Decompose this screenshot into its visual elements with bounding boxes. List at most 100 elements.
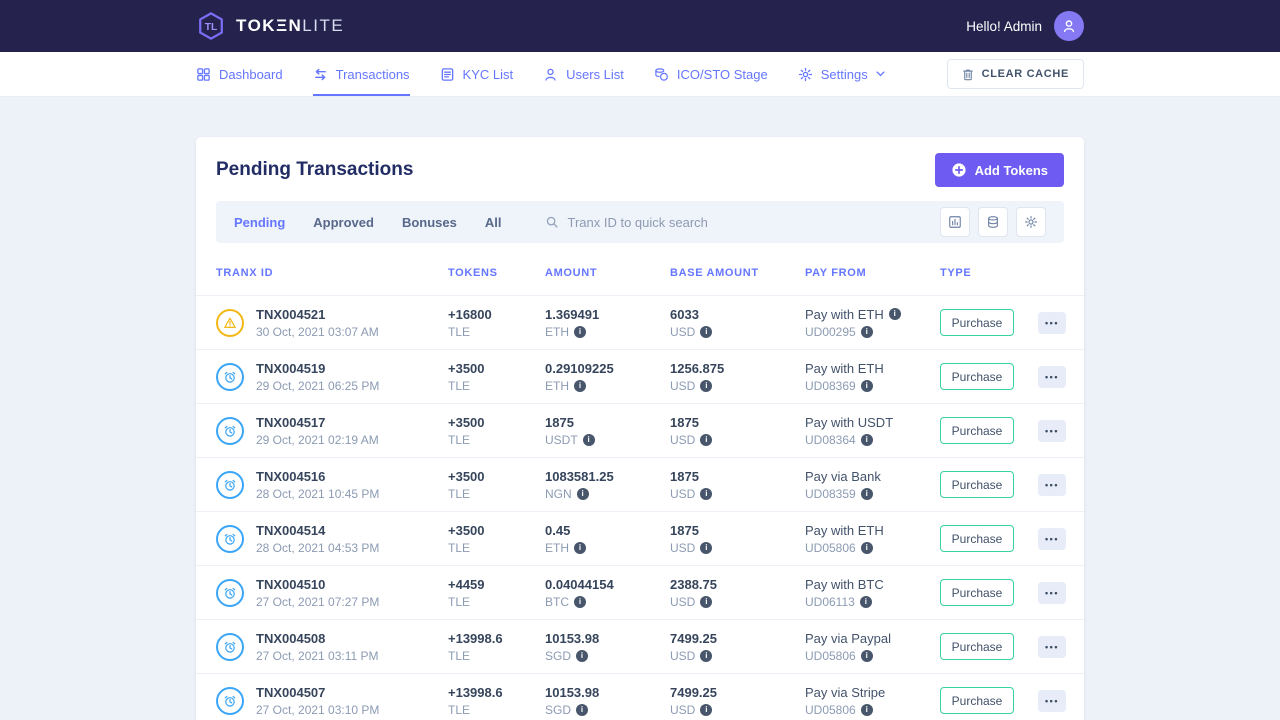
user-avatar[interactable]	[1054, 11, 1084, 41]
tranx-date: 28 Oct, 2021 04:53 PM	[256, 540, 380, 555]
nav-label: ICO/STO Stage	[676, 66, 768, 82]
tranx-id: TNX004514	[256, 522, 326, 538]
search-input[interactable]	[567, 214, 808, 230]
pay-from-info-icon[interactable]: i	[888, 308, 901, 320]
info-icon[interactable]: i	[574, 595, 586, 608]
nav-label: Dashboard	[219, 66, 283, 82]
info-icon[interactable]: i	[860, 487, 873, 500]
info-icon[interactable]: i	[860, 703, 873, 716]
info-icon[interactable]: i	[576, 649, 589, 662]
nav-label: Settings	[820, 66, 868, 82]
nav-item-ico-sto-stage[interactable]: ICO/STO Stage	[654, 52, 768, 96]
alarm-clock-icon	[224, 479, 236, 491]
row-actions-button[interactable]: •••	[1038, 473, 1066, 496]
nav-label: Users List	[566, 66, 624, 82]
info-icon[interactable]: i	[700, 325, 713, 338]
table-row: TNX004514 28 Oct, 2021 04:53 PM +3500 TL…	[196, 511, 1084, 565]
token-symbol: TLE	[448, 702, 471, 717]
nav-item-transactions[interactable]: Transactions	[312, 52, 410, 96]
row-actions-button[interactable]: •••	[1038, 419, 1066, 442]
info-icon[interactable]: i	[860, 379, 873, 392]
payer-user-id: UD08364	[805, 432, 856, 447]
purchase-button[interactable]: Purchase	[940, 687, 1014, 714]
tokens-value: +13998.6	[448, 630, 503, 646]
add-tokens-button[interactable]: Add Tokens	[934, 153, 1064, 187]
row-actions-button[interactable]: •••	[1038, 527, 1066, 550]
alarm-clock-icon	[224, 425, 236, 437]
info-icon[interactable]: i	[700, 379, 713, 392]
tab-bonuses[interactable]: Bonuses	[401, 214, 457, 230]
token-symbol: TLE	[448, 648, 471, 663]
pay-from-method: Pay with USDT	[805, 414, 894, 430]
nav-item-kyc-list[interactable]: KYC List	[440, 52, 513, 96]
tokens-value: +16800	[448, 306, 492, 322]
info-icon[interactable]: i	[700, 487, 713, 500]
tab-pending[interactable]: Pending	[234, 214, 286, 230]
info-icon[interactable]: i	[700, 433, 713, 446]
purchase-button[interactable]: Purchase	[940, 525, 1014, 552]
table-row: TNX004519 29 Oct, 2021 06:25 PM +3500 TL…	[196, 349, 1084, 403]
base-amount-value: 7499.25	[670, 684, 717, 700]
row-actions-button[interactable]: •••	[1038, 635, 1066, 658]
info-icon[interactable]: i	[860, 433, 873, 446]
chevron-down-icon	[876, 71, 885, 77]
status-icon	[216, 308, 244, 337]
info-icon[interactable]: i	[574, 541, 586, 554]
base-amount-value: 2388.75	[670, 576, 717, 592]
tab-approved[interactable]: Approved	[313, 214, 374, 230]
database-button[interactable]	[978, 207, 1008, 237]
purchase-button[interactable]: Purchase	[940, 633, 1014, 660]
info-icon[interactable]: i	[700, 703, 713, 716]
tokens-value: +13998.6	[448, 684, 503, 700]
status-icon	[216, 470, 244, 499]
row-actions-button[interactable]: •••	[1038, 581, 1066, 604]
tab-all[interactable]: All	[484, 214, 502, 230]
info-icon[interactable]: i	[860, 325, 873, 338]
base-currency: USD	[670, 540, 696, 555]
tranx-id: TNX004508	[256, 630, 326, 646]
nav-item-dashboard[interactable]: Dashboard	[196, 52, 283, 96]
info-icon[interactable]: i	[859, 595, 872, 608]
tranx-id: TNX004521	[256, 306, 326, 322]
nav-item-settings[interactable]: Settings	[798, 52, 885, 96]
purchase-button[interactable]: Purchase	[940, 363, 1014, 390]
pay-from-method: Pay with ETH	[805, 360, 884, 376]
info-icon[interactable]: i	[576, 703, 589, 716]
table-settings-button[interactable]	[1016, 207, 1046, 237]
info-icon[interactable]: i	[700, 541, 713, 554]
purchase-button[interactable]: Purchase	[940, 417, 1014, 444]
tranx-id: TNX004507	[256, 684, 326, 700]
nav-item-users-list[interactable]: Users List	[543, 52, 624, 96]
info-icon[interactable]: i	[574, 379, 586, 392]
base-currency: USD	[670, 432, 696, 447]
clear-cache-button[interactable]: CLEAR CACHE	[946, 59, 1084, 89]
info-icon[interactable]: i	[582, 433, 595, 446]
row-actions-button[interactable]: •••	[1038, 689, 1066, 712]
brand-logo[interactable]: TL TOKΞNLITE	[196, 11, 344, 41]
purchase-button[interactable]: Purchase	[940, 579, 1014, 606]
info-icon[interactable]: i	[700, 649, 713, 662]
page-content: Pending Transactions Add Tokens Pending …	[0, 97, 1280, 720]
pending-transactions-card: Pending Transactions Add Tokens Pending …	[196, 137, 1084, 720]
tranx-id: TNX004510	[256, 576, 326, 592]
info-icon[interactable]: i	[574, 325, 586, 338]
info-icon[interactable]: i	[576, 487, 589, 500]
base-currency: USD	[670, 324, 696, 339]
transactions-icon	[314, 68, 326, 80]
row-actions-button[interactable]: •••	[1038, 365, 1066, 388]
tranx-id: TNX004517	[256, 414, 326, 430]
amount-value: 1875	[545, 414, 574, 430]
purchase-button[interactable]: Purchase	[940, 471, 1014, 498]
tranx-date: 27 Oct, 2021 07:27 PM	[256, 594, 380, 609]
info-icon[interactable]: i	[700, 595, 713, 608]
info-icon[interactable]: i	[860, 541, 873, 554]
chart-columns-button[interactable]	[940, 207, 970, 237]
info-icon[interactable]: i	[860, 649, 873, 662]
amount-value: 1083581.25	[545, 468, 614, 484]
pay-from-method: Pay with ETH	[805, 522, 884, 538]
base-amount-value: 1875	[670, 468, 699, 484]
search-icon	[547, 216, 559, 228]
dashboard-icon	[197, 67, 210, 81]
row-actions-button[interactable]: •••	[1038, 311, 1066, 334]
purchase-button[interactable]: Purchase	[940, 309, 1014, 336]
